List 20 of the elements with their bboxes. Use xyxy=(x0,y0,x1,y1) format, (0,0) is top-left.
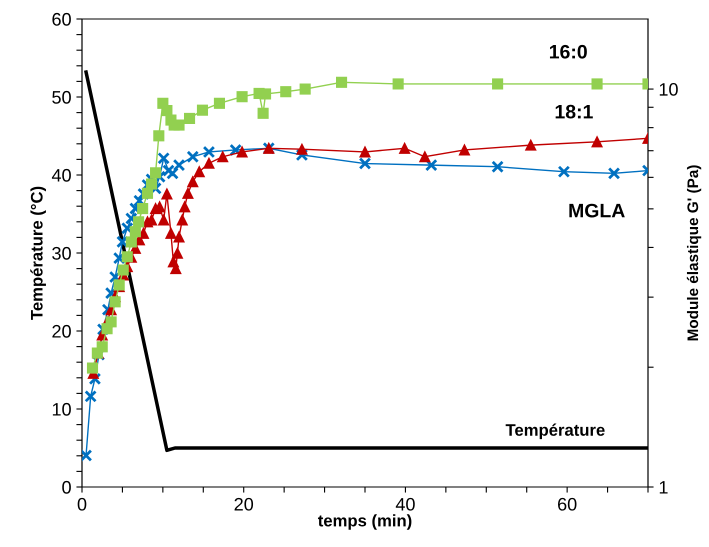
y2-tick-label: 1 xyxy=(660,481,668,494)
y-tick-label: 60 xyxy=(52,12,71,26)
y2-tick-label: 10 xyxy=(660,83,678,96)
series-label: MGLA xyxy=(569,204,625,218)
series-label: 16:0 xyxy=(550,44,587,59)
x-tick-label: 20 xyxy=(234,498,254,511)
y-tick-label: 40 xyxy=(52,168,71,182)
series-label: 18:1 xyxy=(556,104,593,119)
y-tick-label: 50 xyxy=(52,90,71,104)
x-axis-title: temps (min) xyxy=(318,514,412,530)
y-tick-label: 20 xyxy=(52,324,71,338)
x-tick-label: 60 xyxy=(558,498,576,511)
x-tick-label: 40 xyxy=(396,498,415,511)
series-label: Température xyxy=(506,423,605,440)
x-tick-label: 0 xyxy=(78,498,86,511)
y-tick-label: 30 xyxy=(52,246,71,260)
y-tick-label: 0 xyxy=(62,480,71,494)
y2-axis-title: Module élastique G' (Pa) xyxy=(686,165,702,340)
y-tick-label: 10 xyxy=(52,402,71,416)
y-axis-title: Température (°C) xyxy=(30,186,46,320)
